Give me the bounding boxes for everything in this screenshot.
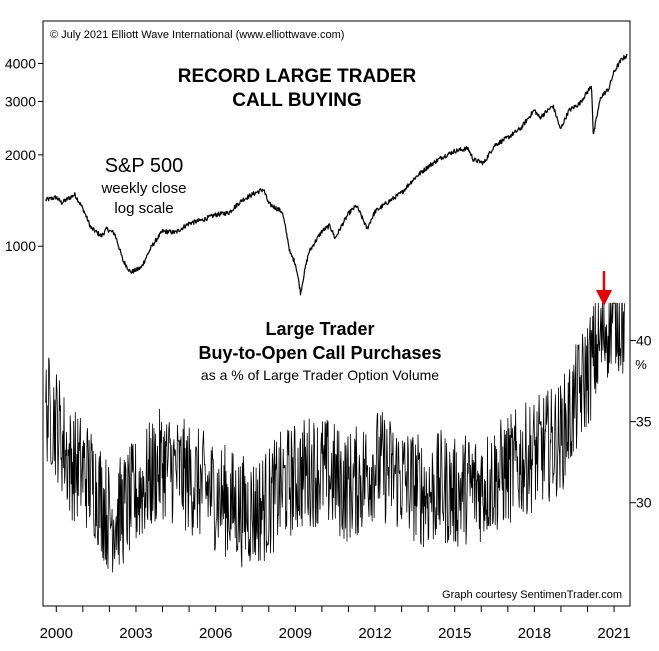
x-tick-label: 2015 <box>438 625 471 642</box>
plot-frame <box>42 20 631 607</box>
record-arrow-head <box>596 290 612 306</box>
x-axis-ticks: 2000 2003 2006 2009 2012 2015 2018 2021 <box>40 606 631 642</box>
x-tick-label: 2006 <box>199 625 232 642</box>
x-tick-label: 2009 <box>279 625 312 642</box>
percent-unit-label: % <box>635 357 647 372</box>
call-purchases-series-line <box>45 302 625 573</box>
sp-y-tick-label: 2000 <box>5 147 36 163</box>
sp-y-tick-label: 4000 <box>5 56 36 72</box>
sp-label-scale: log scale <box>114 200 173 217</box>
sp-label-name: S&P 500 <box>105 155 184 177</box>
sp-axis-ticks: 1000 2000 3000 4000 <box>5 56 43 254</box>
sp-label-frequency: weekly close <box>100 180 186 197</box>
call-axis-ticks: 30 35 40 <box>630 333 652 511</box>
sp-y-tick-label: 1000 <box>5 238 36 254</box>
sp-title-line-1: RECORD LARGE TRADER <box>178 66 417 87</box>
call-y-tick-label: 35 <box>636 414 652 430</box>
x-tick-label: 2003 <box>119 625 152 642</box>
copyright-note: © July 2021 Elliott Wave International (… <box>50 29 344 41</box>
x-tick-label: 2000 <box>40 625 73 642</box>
call-y-tick-label: 30 <box>636 495 652 511</box>
sp-title-line-2: CALL BUYING <box>232 90 361 111</box>
record-arrow <box>596 271 612 306</box>
call-title-line-2: Buy-to-Open Call Purchases <box>198 343 441 363</box>
call-title-line-1: Large Trader <box>265 319 374 339</box>
source-credit: Graph courtesy SentimenTrader.com <box>442 589 622 601</box>
call-y-tick-label: 40 <box>636 333 652 349</box>
sp-y-tick-label: 3000 <box>5 93 36 109</box>
call-subtitle: as a % of Large Trader Option Volume <box>201 367 439 383</box>
x-tick-label: 2021 <box>597 625 630 642</box>
x-tick-label: 2018 <box>518 625 551 642</box>
x-tick-label: 2012 <box>358 625 391 642</box>
sp500-series-line <box>45 53 628 296</box>
